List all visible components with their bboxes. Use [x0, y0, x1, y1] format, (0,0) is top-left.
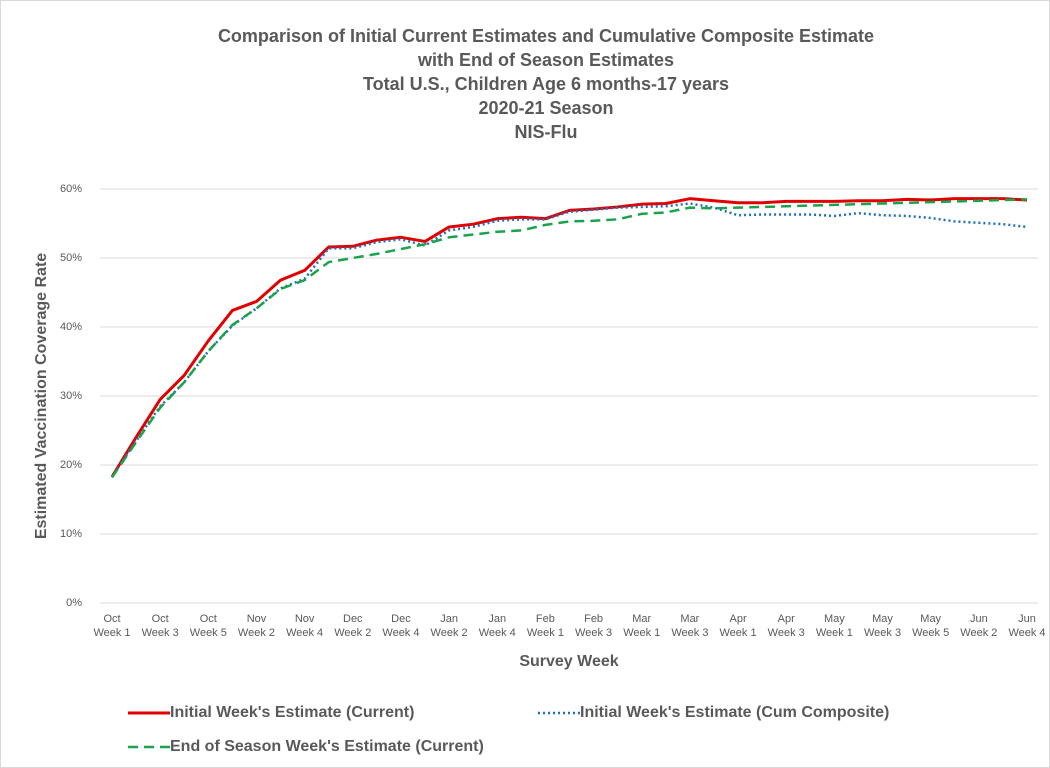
data-line	[110, 202, 1028, 478]
chart-title: 2020-21 Season	[478, 98, 613, 118]
x-tick-label: Jun Week 2	[960, 613, 998, 639]
x-tick-label: Jun Week 4	[1008, 613, 1046, 639]
y-tick-label: 30%	[60, 390, 82, 402]
y-tick-label: 50%	[60, 252, 82, 264]
x-tick-label: Dec Week 2	[334, 613, 372, 639]
x-tick-label: Feb Week 1	[526, 613, 564, 639]
chart-title: Comparison of Initial Current Estimates …	[218, 26, 874, 46]
x-tick-label: Oct Week 1	[93, 613, 131, 639]
x-axis-label: Survey Week	[519, 653, 618, 670]
x-tick-label: Mar Week 1	[623, 613, 661, 639]
x-tick-label: Oct Week 5	[189, 613, 227, 639]
y-tick-label: 20%	[60, 459, 82, 471]
data-line	[110, 197, 1028, 478]
x-tick-label: Jan Week 4	[478, 613, 516, 639]
chart-title: NIS-Flu	[515, 122, 578, 142]
x-tick-label: Nov Week 2	[237, 613, 276, 639]
x-tick-label: Jan Week 2	[430, 613, 468, 639]
legend-label: Initial Week's Estimate (Cum Composite)	[580, 704, 889, 721]
legend-label: End of Season Week's Estimate (Current)	[170, 738, 484, 755]
chart-title: with End of Season Estimates	[417, 50, 674, 70]
x-tick-label: Apr Week 3	[767, 613, 805, 639]
x-tick-label: Dec Week 4	[382, 613, 420, 639]
y-tick-label: 10%	[60, 528, 82, 540]
y-tick-label: 60%	[60, 183, 82, 195]
x-tick-label: May Week 5	[912, 613, 950, 639]
x-tick-label: Feb Week 3	[575, 613, 613, 639]
y-tick-label: 0%	[66, 597, 82, 609]
y-axis-label: Estimated Vaccination Coverage Rate	[33, 253, 50, 539]
x-tick-label: Oct Week 3	[141, 613, 179, 639]
legend-label: Initial Week's Estimate (Current)	[170, 704, 414, 721]
x-tick-label: Apr Week 1	[719, 613, 757, 639]
x-tick-label: Nov Week 4	[286, 613, 324, 639]
x-tick-label: Mar Week 3	[671, 613, 709, 639]
y-tick-label: 40%	[60, 321, 82, 333]
x-tick-label: May Week 3	[863, 613, 902, 639]
chart-title: Total U.S., Children Age 6 months-17 yea…	[363, 74, 729, 94]
x-tick-label: May Week 1	[815, 613, 853, 639]
